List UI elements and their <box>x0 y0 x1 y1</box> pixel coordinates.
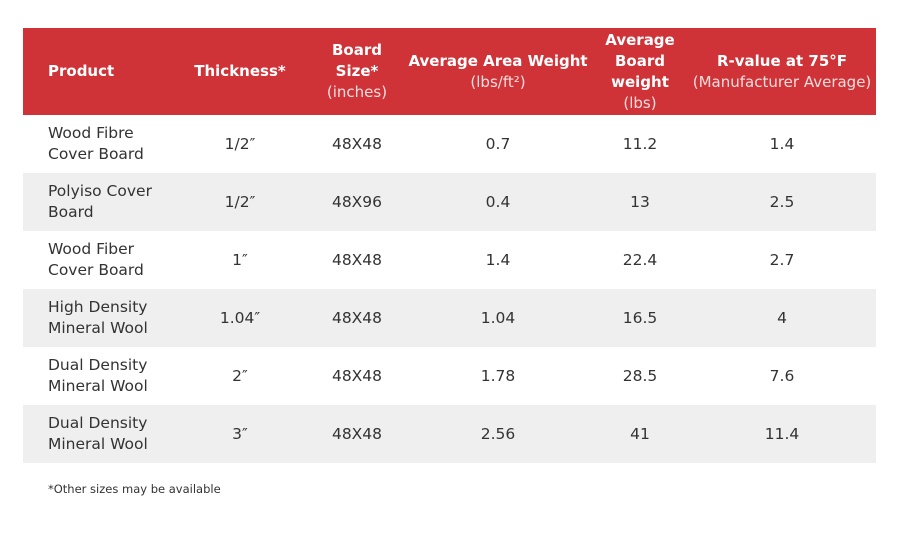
table-cell: 1″ <box>232 250 248 269</box>
table-cell: 4 <box>688 289 876 347</box>
table-row: Wood Fibre Cover Board 1/2″ 48X48 0.7 11.2 1.… <box>23 115 876 173</box>
table-cell: 1/2″ <box>170 173 310 231</box>
table-cell: Wood Fibre Cover Board <box>48 124 144 163</box>
column-header: Board Size* (inches) <box>310 28 404 115</box>
table-row: Dual Density Mineral Wool 3″ 48X48 2.56 41 11… <box>23 405 876 463</box>
column-unit: (lbs/ft²) <box>470 72 526 91</box>
table-cell: 0.7 <box>485 134 511 153</box>
table-cell: 2.5 <box>688 173 876 231</box>
column-title: Board Size* <box>332 41 382 80</box>
table-cell: 1.04″ <box>170 289 310 347</box>
column-header: Average Area Weight (lbs/ft²) <box>404 28 592 115</box>
table-cell: 48X48 <box>331 366 383 385</box>
table-cell: 48X48 <box>331 250 383 269</box>
table-cell: 13 <box>592 173 688 231</box>
column-title: R-value at 75°F <box>716 51 848 70</box>
table-cell: 1.4 <box>485 250 511 269</box>
column-header: Product <box>23 28 170 115</box>
table-cell: 7.6 <box>769 366 795 385</box>
table-cell: 1.78 <box>480 366 516 385</box>
table-cell: Dual Density Mineral Wool <box>23 405 170 463</box>
column-header: Average Board weight (lbs) <box>592 28 688 115</box>
table-body: Wood Fibre Cover Board 1/2″ 48X48 0.7 11.2 1.… <box>23 115 876 463</box>
column-title: Average Board weight <box>605 30 675 91</box>
table-cell: 22.4 <box>622 250 658 269</box>
table-cell: 0.4 <box>404 173 592 231</box>
table-cell: Wood Fiber Cover Board <box>48 240 144 279</box>
table-cell: High Density Mineral Wool <box>23 289 170 347</box>
table-cell: 2.56 <box>404 405 592 463</box>
table-cell: 48X48 <box>331 134 383 153</box>
table-cell: 1.4 <box>769 134 795 153</box>
table-cell: 48X96 <box>310 173 404 231</box>
table-cell: 11.4 <box>688 405 876 463</box>
table-cell: 48X48 <box>310 405 404 463</box>
column-title: Product <box>48 62 115 80</box>
table-row: Wood Fiber Cover Board 1″ 48X48 1.4 22.4 2.7 <box>23 231 876 289</box>
column-header: Thickness* <box>170 28 310 115</box>
table-row: High Density Mineral Wool 1.04″ 48X48 1.04 1… <box>23 289 876 347</box>
table-cell: 41 <box>592 405 688 463</box>
table-cell: 3″ <box>170 405 310 463</box>
product-table: Product Thickness* Board Size* (inches) Aver… <box>23 28 876 463</box>
column-unit: (inches) <box>326 83 388 101</box>
footnote: *Other sizes may be available <box>48 482 221 496</box>
column-unit: (lbs) <box>623 93 657 112</box>
column-title: Average Area Weight <box>408 51 588 70</box>
table-cell: 11.2 <box>622 134 658 153</box>
table-row: Polyiso Cover Board 1/2″ 48X96 0.4 13 2.5 <box>23 173 876 231</box>
table-cell: 48X48 <box>310 289 404 347</box>
table-cell: 28.5 <box>622 366 658 385</box>
table-cell: 1/2″ <box>224 134 256 153</box>
header-row: Product Thickness* Board Size* (inches) Aver… <box>23 28 876 115</box>
table-cell: 1.04 <box>404 289 592 347</box>
table-cell: 2″ <box>232 366 248 385</box>
table-cell: 2.7 <box>769 250 795 269</box>
table-row: Dual Density Mineral Wool 2″ 48X48 1.78 28.5… <box>23 347 876 405</box>
column-header: R-value at 75°F (Manufacturer Average) <box>688 28 876 115</box>
table-cell: 16.5 <box>592 289 688 347</box>
table-cell: Polyiso Cover Board <box>23 173 170 231</box>
column-unit: (Manufacturer Average) <box>692 72 872 91</box>
column-title: Thickness* <box>194 62 286 80</box>
table-cell: Dual Density Mineral Wool <box>48 356 148 395</box>
